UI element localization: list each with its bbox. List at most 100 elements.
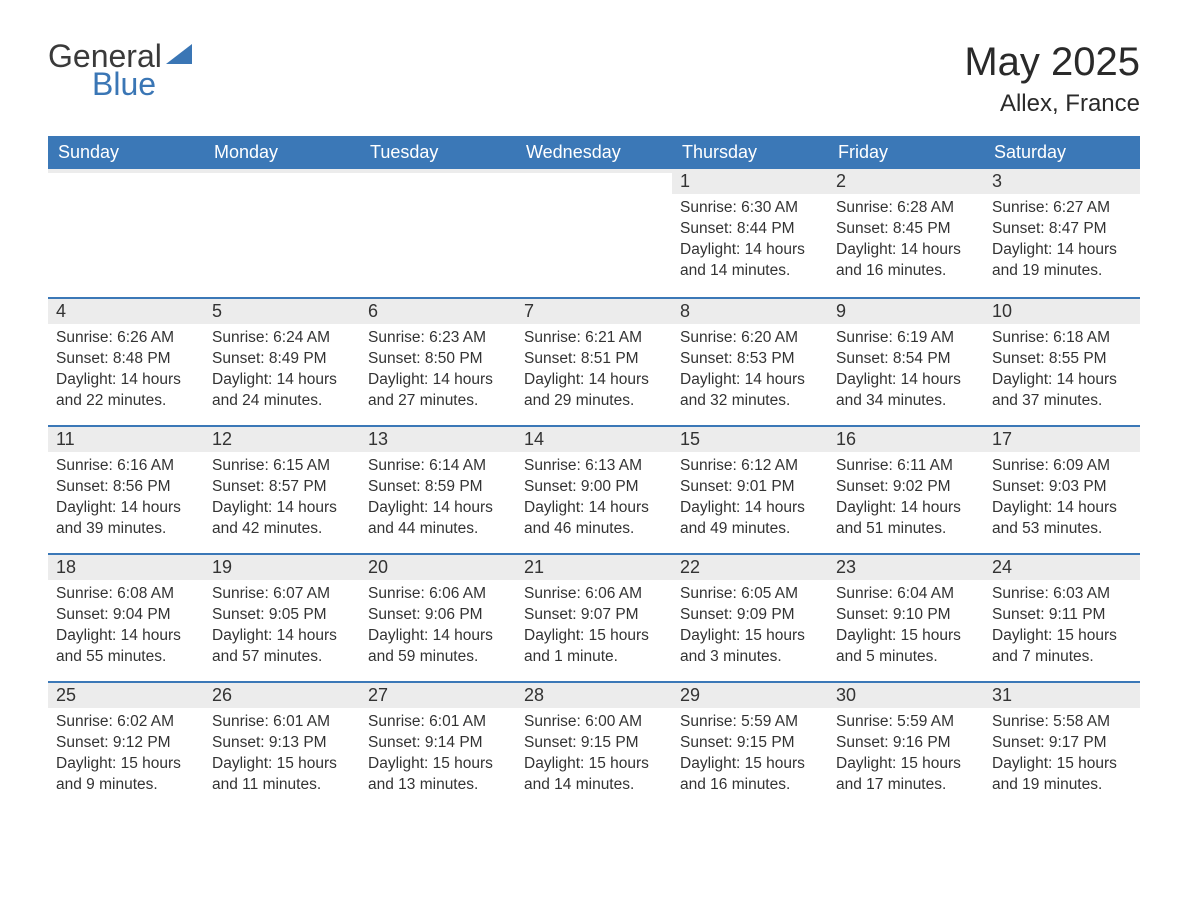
day-cell: 2Sunrise: 6:28 AMSunset: 8:45 PMDaylight…	[828, 169, 984, 297]
weekday-header: Tuesday	[360, 136, 516, 169]
day-body: Sunrise: 6:30 AMSunset: 8:44 PMDaylight:…	[672, 194, 828, 290]
sunset-line: Sunset: 9:04 PM	[56, 605, 196, 626]
day-number: 4	[48, 297, 204, 324]
sunset-line: Sunset: 8:53 PM	[680, 349, 820, 370]
sunset-line: Sunset: 9:02 PM	[836, 477, 976, 498]
daylight-line: Daylight: 15 hours and 13 minutes.	[368, 754, 508, 796]
sunrise-line: Sunrise: 6:06 AM	[368, 584, 508, 605]
day-body: Sunrise: 6:13 AMSunset: 9:00 PMDaylight:…	[516, 452, 672, 548]
sunrise-line: Sunrise: 6:07 AM	[212, 584, 352, 605]
day-body	[516, 173, 672, 185]
week-row: 25Sunrise: 6:02 AMSunset: 9:12 PMDayligh…	[48, 681, 1140, 809]
day-number: 14	[516, 425, 672, 452]
day-body: Sunrise: 6:01 AMSunset: 9:13 PMDaylight:…	[204, 708, 360, 804]
daylight-line: Daylight: 15 hours and 19 minutes.	[992, 754, 1132, 796]
day-cell: 13Sunrise: 6:14 AMSunset: 8:59 PMDayligh…	[360, 425, 516, 553]
sunrise-line: Sunrise: 6:27 AM	[992, 198, 1132, 219]
day-number: 29	[672, 681, 828, 708]
daylight-line: Daylight: 15 hours and 17 minutes.	[836, 754, 976, 796]
sunset-line: Sunset: 9:15 PM	[680, 733, 820, 754]
day-cell: 30 Sunrise: 5:59 AMSunset: 9:16 PMDayligh…	[828, 681, 984, 809]
day-cell: 6Sunrise: 6:23 AMSunset: 8:50 PMDaylight…	[360, 297, 516, 425]
day-body: Sunrise: 6:14 AMSunset: 8:59 PMDaylight:…	[360, 452, 516, 548]
daylight-line: Daylight: 15 hours and 14 minutes.	[524, 754, 664, 796]
day-cell: 11Sunrise: 6:16 AMSunset: 8:56 PMDayligh…	[48, 425, 204, 553]
day-number: 17	[984, 425, 1140, 452]
day-number: 30	[828, 681, 984, 708]
day-cell: 10Sunrise: 6:18 AMSunset: 8:55 PMDayligh…	[984, 297, 1140, 425]
day-cell	[48, 169, 204, 297]
day-number: 26	[204, 681, 360, 708]
sunset-line: Sunset: 8:59 PM	[368, 477, 508, 498]
day-number: 11	[48, 425, 204, 452]
daylight-line: Daylight: 14 hours and 24 minutes.	[212, 370, 352, 412]
day-cell: 29Sunrise: 5:59 AMSunset: 9:15 PMDayligh…	[672, 681, 828, 809]
day-cell: 27Sunrise: 6:01 AMSunset: 9:14 PMDayligh…	[360, 681, 516, 809]
location-label: Allex, France	[964, 90, 1140, 118]
day-body: Sunrise: 6:20 AMSunset: 8:53 PMDaylight:…	[672, 324, 828, 420]
sunrise-line: Sunrise: 6:04 AM	[836, 584, 976, 605]
sunset-line: Sunset: 9:13 PM	[212, 733, 352, 754]
daylight-line: Daylight: 15 hours and 11 minutes.	[212, 754, 352, 796]
day-cell: 17Sunrise: 6:09 AMSunset: 9:03 PMDayligh…	[984, 425, 1140, 553]
daylight-line: Daylight: 14 hours and 34 minutes.	[836, 370, 976, 412]
day-body: Sunrise: 6:28 AMSunset: 8:45 PMDaylight:…	[828, 194, 984, 290]
daylight-line: Daylight: 14 hours and 55 minutes.	[56, 626, 196, 668]
day-body: Sunrise: 6:03 AMSunset: 9:11 PMDaylight:…	[984, 580, 1140, 676]
day-body: Sunrise: 6:21 AMSunset: 8:51 PMDaylight:…	[516, 324, 672, 420]
sunset-line: Sunset: 8:48 PM	[56, 349, 196, 370]
daylight-line: Daylight: 14 hours and 49 minutes.	[680, 498, 820, 540]
day-cell: 4Sunrise: 6:26 AMSunset: 8:48 PMDaylight…	[48, 297, 204, 425]
day-number: 27	[360, 681, 516, 708]
day-body: Sunrise: 6:12 AMSunset: 9:01 PMDaylight:…	[672, 452, 828, 548]
daylight-line: Daylight: 15 hours and 5 minutes.	[836, 626, 976, 668]
day-number: 2	[828, 169, 984, 194]
week-row: 4Sunrise: 6:26 AMSunset: 8:48 PMDaylight…	[48, 297, 1140, 425]
day-number: 7	[516, 297, 672, 324]
sunset-line: Sunset: 9:12 PM	[56, 733, 196, 754]
day-body: Sunrise: 6:04 AMSunset: 9:10 PMDaylight:…	[828, 580, 984, 676]
sunrise-line: Sunrise: 6:13 AM	[524, 456, 664, 477]
weekday-header: Thursday	[672, 136, 828, 169]
sunset-line: Sunset: 8:47 PM	[992, 219, 1132, 240]
day-cell: 1Sunrise: 6:30 AMSunset: 8:44 PMDaylight…	[672, 169, 828, 297]
day-body: Sunrise: 6:15 AMSunset: 8:57 PMDaylight:…	[204, 452, 360, 548]
sunset-line: Sunset: 9:16 PM	[836, 733, 976, 754]
sunset-line: Sunset: 9:10 PM	[836, 605, 976, 626]
day-cell: 19Sunrise: 6:07 AMSunset: 9:05 PMDayligh…	[204, 553, 360, 681]
day-cell: 8Sunrise: 6:20 AMSunset: 8:53 PMDaylight…	[672, 297, 828, 425]
daylight-line: Daylight: 15 hours and 9 minutes.	[56, 754, 196, 796]
sunrise-line: Sunrise: 6:09 AM	[992, 456, 1132, 477]
day-body: Sunrise: 6:05 AMSunset: 9:09 PMDaylight:…	[672, 580, 828, 676]
weekday-header: Wednesday	[516, 136, 672, 169]
page-header: General Blue May 2025 Allex, France	[48, 40, 1140, 118]
week-row: 11Sunrise: 6:16 AMSunset: 8:56 PMDayligh…	[48, 425, 1140, 553]
sunrise-line: Sunrise: 6:15 AM	[212, 456, 352, 477]
weekday-header-row: SundayMondayTuesdayWednesdayThursdayFrid…	[48, 136, 1140, 169]
day-body: Sunrise: 5:58 AMSunset: 9:17 PMDaylight:…	[984, 708, 1140, 804]
sunset-line: Sunset: 8:49 PM	[212, 349, 352, 370]
calendar-body: 1Sunrise: 6:30 AMSunset: 8:44 PMDaylight…	[48, 169, 1140, 809]
daylight-line: Daylight: 14 hours and 19 minutes.	[992, 240, 1132, 282]
title-block: May 2025 Allex, France	[964, 40, 1140, 118]
day-body: Sunrise: 6:07 AMSunset: 9:05 PMDaylight:…	[204, 580, 360, 676]
day-number: 13	[360, 425, 516, 452]
daylight-line: Daylight: 14 hours and 51 minutes.	[836, 498, 976, 540]
sunrise-line: Sunrise: 6:05 AM	[680, 584, 820, 605]
sunset-line: Sunset: 8:44 PM	[680, 219, 820, 240]
day-cell: 7Sunrise: 6:21 AMSunset: 8:51 PMDaylight…	[516, 297, 672, 425]
day-cell: 12Sunrise: 6:15 AMSunset: 8:57 PMDayligh…	[204, 425, 360, 553]
daylight-line: Daylight: 14 hours and 16 minutes.	[836, 240, 976, 282]
day-body: Sunrise: 6:11 AMSunset: 9:02 PMDaylight:…	[828, 452, 984, 548]
day-number: 8	[672, 297, 828, 324]
sunset-line: Sunset: 9:00 PM	[524, 477, 664, 498]
day-cell: 5Sunrise: 6:24 AMSunset: 8:49 PMDaylight…	[204, 297, 360, 425]
sunrise-line: Sunrise: 5:59 AM	[836, 712, 976, 733]
daylight-line: Daylight: 14 hours and 32 minutes.	[680, 370, 820, 412]
day-number: 22	[672, 553, 828, 580]
day-body: Sunrise: 6:09 AMSunset: 9:03 PMDaylight:…	[984, 452, 1140, 548]
sunrise-line: Sunrise: 6:06 AM	[524, 584, 664, 605]
day-number: 15	[672, 425, 828, 452]
daylight-line: Daylight: 14 hours and 22 minutes.	[56, 370, 196, 412]
sunrise-line: Sunrise: 5:58 AM	[992, 712, 1132, 733]
